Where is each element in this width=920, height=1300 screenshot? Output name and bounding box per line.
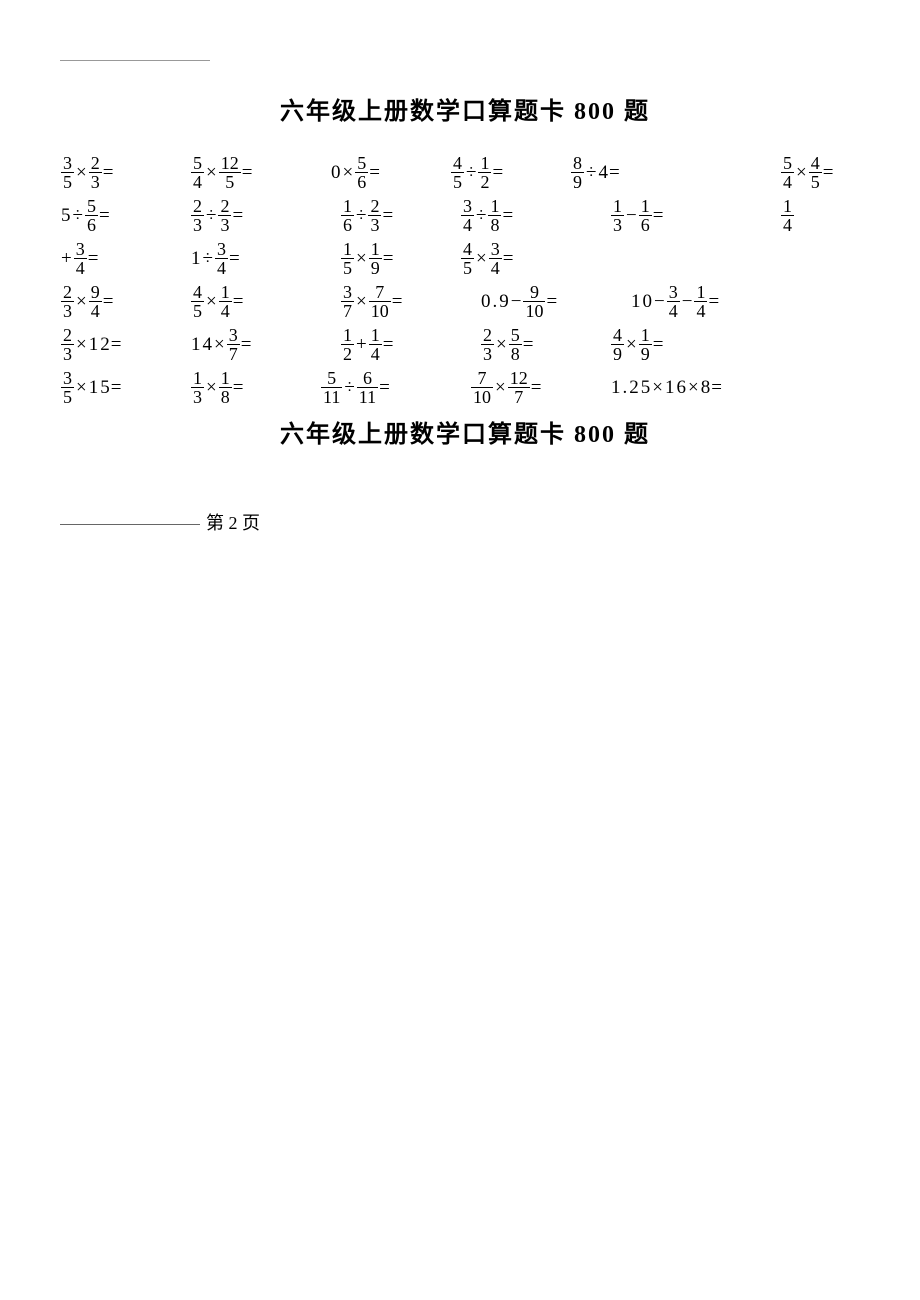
problem-cell: +34= [60, 240, 190, 277]
problem-cell: 14×37= [190, 326, 340, 363]
page-title-2: 六年级上册数学口算题卡 800 题 [60, 414, 870, 449]
page-title-1: 六年级上册数学口算题卡 800 题 [60, 91, 870, 126]
problem-cell: 12+14= [340, 326, 480, 363]
problem-cell: 710×127= [470, 369, 610, 406]
problem-cell: 54×45= [780, 154, 833, 191]
problem-row: 23×94=45×14=37×710=0.9−910=10−34−14= [60, 283, 870, 320]
footer-rule [60, 524, 200, 525]
header-rule [60, 60, 210, 61]
problem-cell: 16÷23= [340, 197, 460, 234]
document-page: 六年级上册数学口算题卡 800 题 35×23=54×125=0×56=45÷1… [0, 0, 920, 575]
problem-cell: 511÷611= [320, 369, 470, 406]
problem-cell: 23×12= [60, 326, 190, 363]
problem-cell: 23÷23= [190, 197, 340, 234]
problem-cell: 15×19= [340, 240, 460, 277]
problem-row: 5÷56=23÷23=16÷23=34÷18=13−16=14 [60, 197, 870, 234]
problem-row: 35×23=54×125=0×56=45÷12=89÷4=54×45= [60, 154, 870, 191]
problem-cell: 89÷4= [570, 154, 780, 191]
problem-cell: 5÷56= [60, 197, 190, 234]
problem-row: 35×15=13×18=511÷611=710×127=1.25×16×8= [60, 369, 870, 406]
page-number: 第 2 页 [206, 513, 260, 533]
fraction-problem-section: 35×23=54×125=0×56=45÷12=89÷4=54×45= 5÷56=… [60, 154, 870, 406]
problem-cell: 45×34= [460, 240, 513, 277]
problem-cell: 0.9−910= [480, 283, 630, 320]
problem-cell: 13−16= [610, 197, 780, 234]
problem-cell: 35×23= [60, 154, 190, 191]
problem-cell: 1÷34= [190, 240, 340, 277]
problem-cell: 35×15= [60, 369, 190, 406]
problem-cell: 45×14= [190, 283, 340, 320]
problem-cell: 45÷12= [450, 154, 570, 191]
problem-row: +34=1÷34=15×19=45×34= [60, 240, 870, 277]
problem-cell: 49×19= [610, 326, 663, 363]
problem-cell: 23×94= [60, 283, 190, 320]
problem-cell: 23×58= [480, 326, 610, 363]
problem-cell: 54×125= [190, 154, 330, 191]
problem-cell: 10−34−14= [630, 283, 719, 320]
problem-cell: 13×18= [190, 369, 320, 406]
problem-cell: 0×56= [330, 154, 450, 191]
problem-row: 23×12=14×37=12+14=23×58=49×19= [60, 326, 870, 363]
problem-cell: 14 [780, 197, 795, 234]
page-footer: 第 2 页 [60, 509, 870, 535]
problem-cell: 37×710= [340, 283, 480, 320]
problem-cell: 34÷18= [460, 197, 610, 234]
problem-cell: 1.25×16×8= [610, 376, 722, 399]
